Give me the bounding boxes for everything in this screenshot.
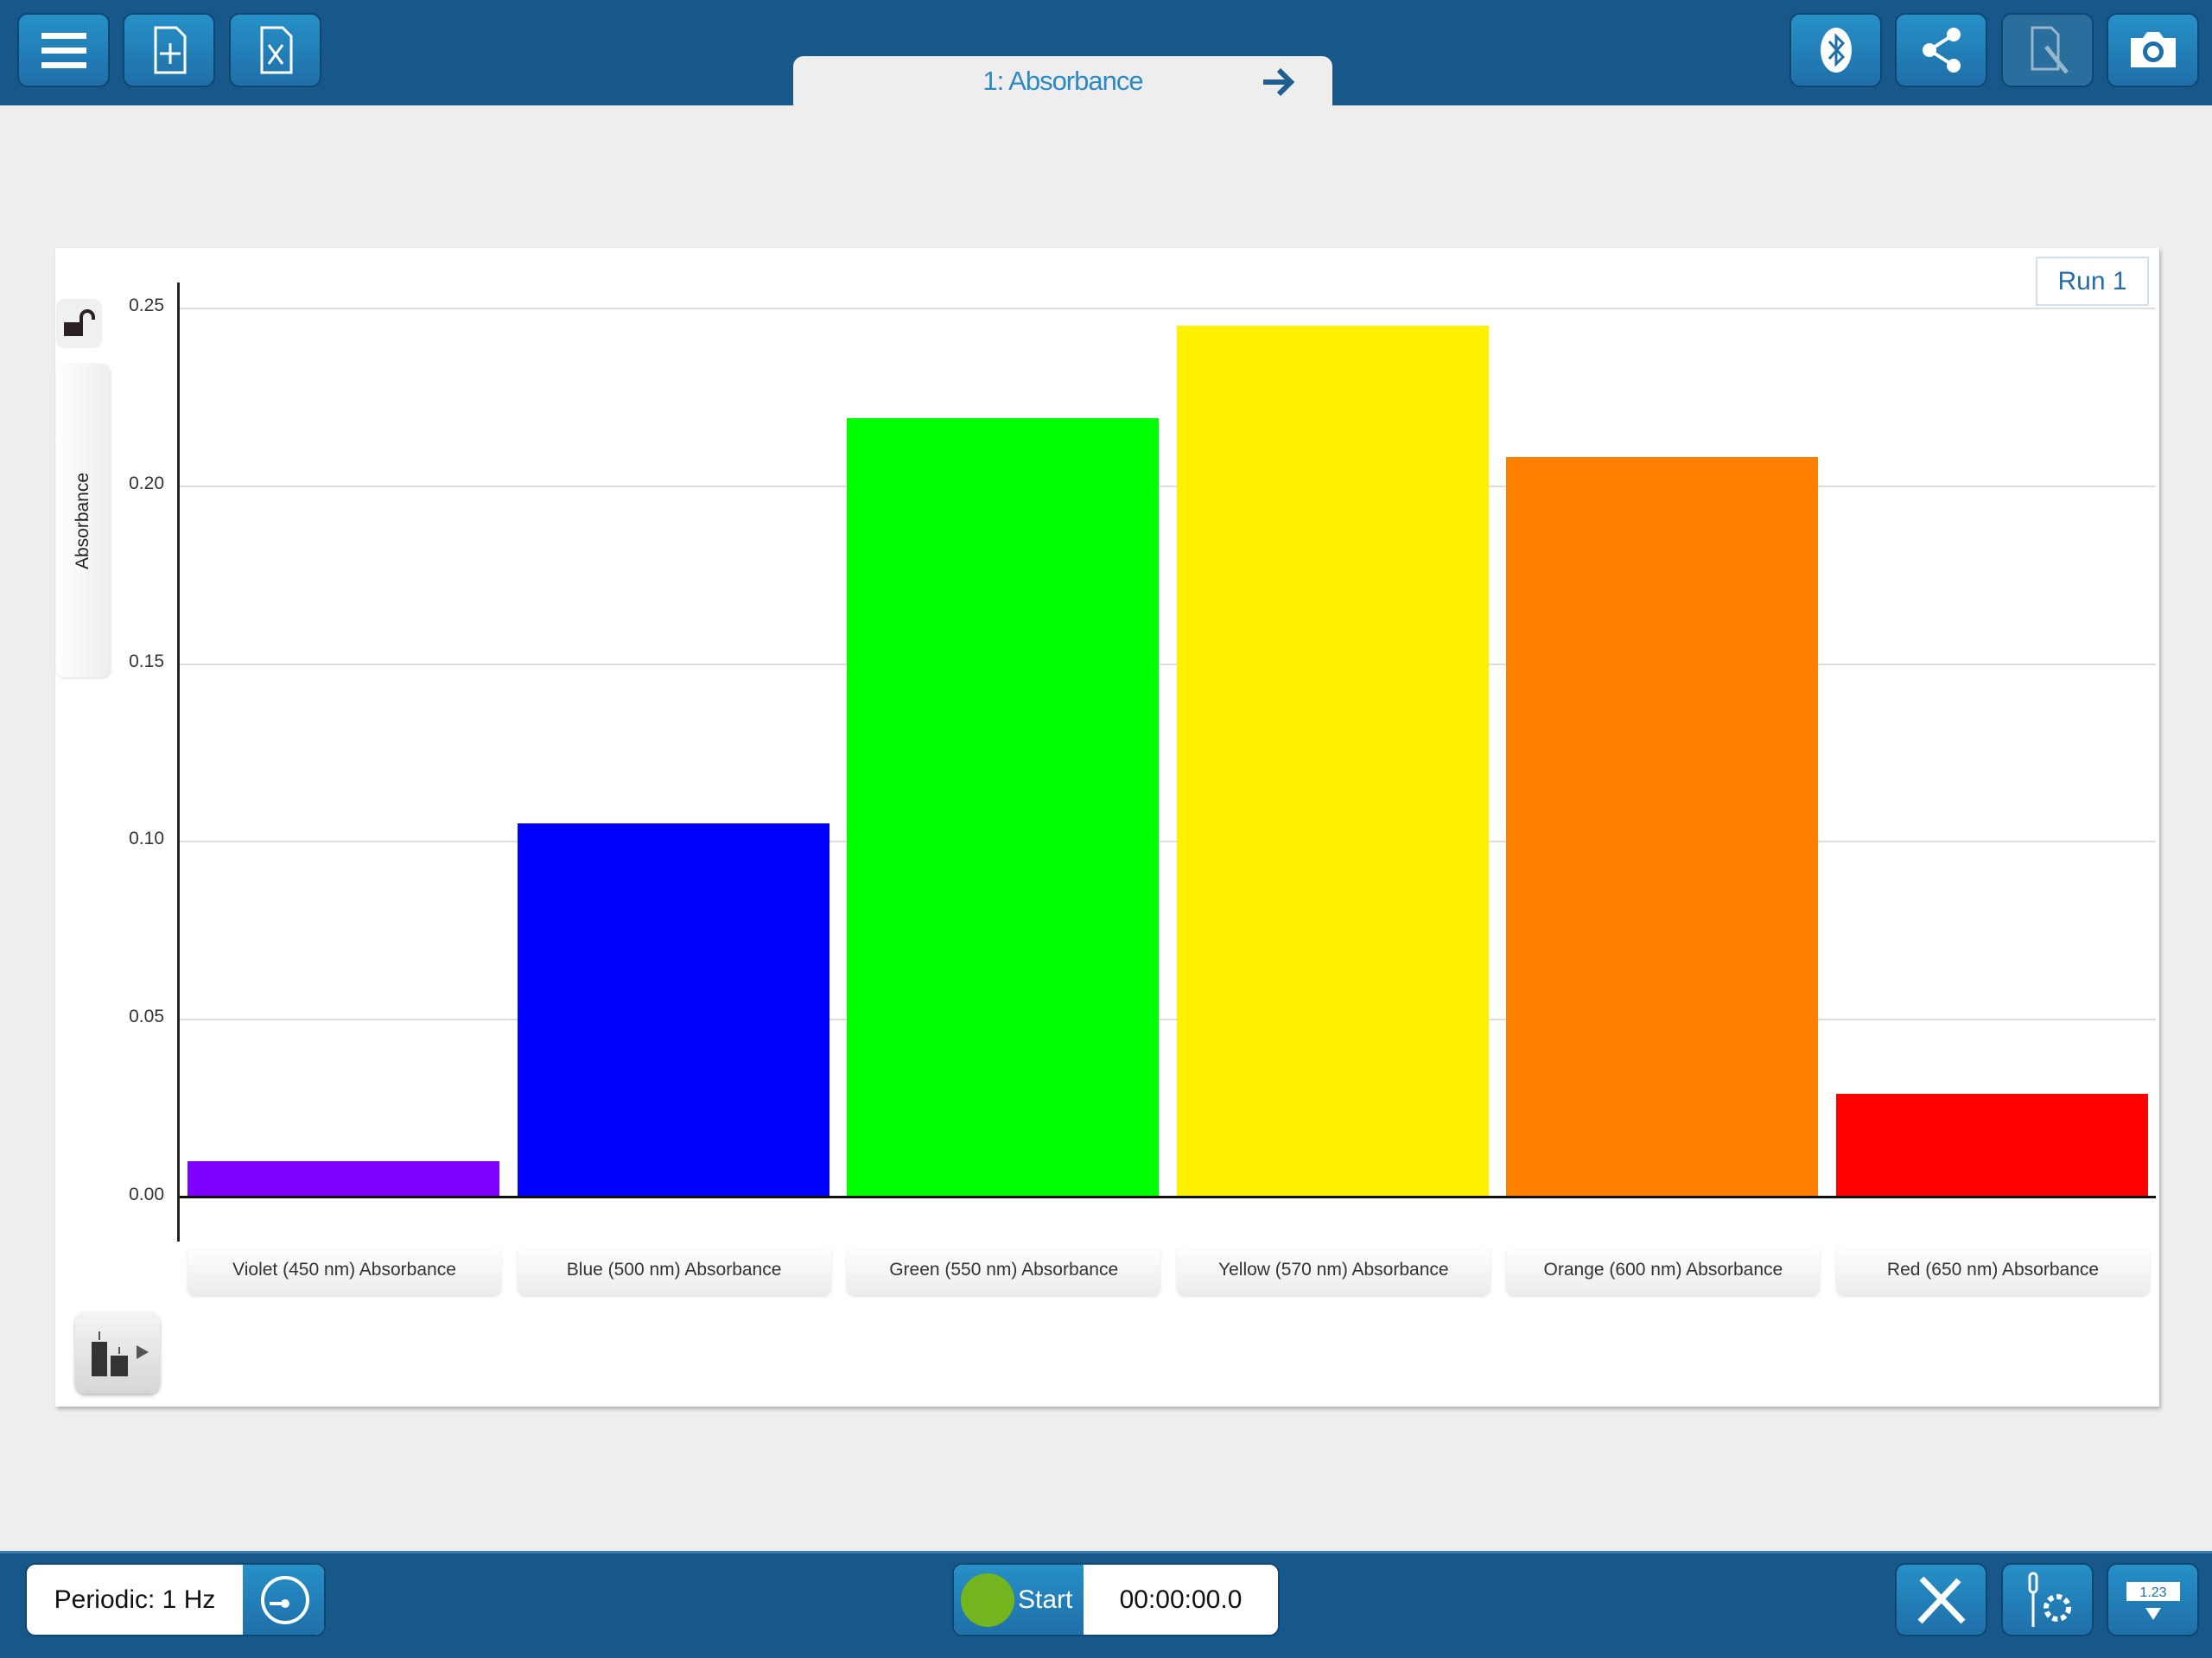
start-label: Start bbox=[1018, 1585, 1073, 1614]
bar[interactable] bbox=[517, 823, 830, 1197]
x-category-label[interactable]: Blue (500 nm) Absorbance bbox=[517, 1244, 831, 1295]
page-tab[interactable]: 1: Absorbance bbox=[793, 56, 1332, 105]
bar[interactable] bbox=[1176, 325, 1489, 1197]
meter-icon: 1.23 bbox=[2126, 1581, 2180, 1620]
start-button[interactable]: Start bbox=[954, 1565, 1084, 1635]
camera-icon bbox=[2130, 32, 2176, 67]
run-label[interactable]: Run 1 bbox=[2036, 257, 2149, 306]
meter-label: 1.23 bbox=[2139, 1585, 2166, 1600]
y-tick-label: 0.25 bbox=[129, 295, 164, 315]
meter-button[interactable]: 1.23 bbox=[2107, 1563, 2199, 1636]
gridline bbox=[178, 663, 2156, 665]
y-tick-label: 0.15 bbox=[129, 651, 164, 671]
bar[interactable] bbox=[847, 417, 1160, 1197]
arrow-right-icon[interactable] bbox=[1260, 65, 1298, 99]
sampling-mode-control[interactable]: Periodic: 1 Hz bbox=[25, 1563, 326, 1636]
annotate-button[interactable] bbox=[2001, 13, 2094, 87]
bluetooth-icon bbox=[1820, 28, 1852, 73]
annotate-icon bbox=[2031, 26, 2069, 74]
y-tick-label: 0.00 bbox=[129, 1185, 164, 1204]
gridline bbox=[178, 1019, 2156, 1021]
graph-tools-icon bbox=[92, 1331, 149, 1376]
camera-button[interactable] bbox=[2107, 13, 2199, 87]
sensor-settings-icon bbox=[2028, 1572, 2071, 1627]
share-button[interactable] bbox=[1895, 13, 1987, 87]
gridline bbox=[178, 308, 2156, 309]
start-indicator-icon bbox=[961, 1572, 1014, 1627]
menu-button[interactable] bbox=[17, 13, 110, 87]
sampling-settings-button[interactable] bbox=[243, 1565, 324, 1635]
y-tick-label: 0.10 bbox=[129, 829, 164, 849]
y-axis-label-button[interactable]: Absorbance bbox=[56, 364, 110, 677]
y-axis bbox=[177, 283, 180, 1242]
y-axis-label: Absorbance bbox=[73, 472, 93, 569]
gridline bbox=[178, 485, 2156, 487]
graph-tools-button[interactable] bbox=[75, 1312, 160, 1394]
x-category-label[interactable]: Red (650 nm) Absorbance bbox=[1836, 1244, 2150, 1295]
tab-label: 1: Absorbance bbox=[982, 65, 1143, 96]
sampling-mode-label[interactable]: Periodic: 1 Hz bbox=[54, 1585, 216, 1614]
share-icon bbox=[1922, 28, 1961, 73]
start-control: Start 00:00:00.0 bbox=[952, 1563, 1280, 1636]
gridline bbox=[178, 841, 2156, 843]
y-tick-label: 0.05 bbox=[129, 1007, 164, 1027]
unlock-icon bbox=[63, 308, 95, 336]
excel-file-icon bbox=[260, 26, 292, 74]
tools-button[interactable] bbox=[1895, 1563, 1987, 1636]
x-axis bbox=[178, 1196, 2156, 1198]
x-category-label[interactable]: Green (550 nm) Absorbance bbox=[847, 1244, 1161, 1295]
x-category-label[interactable]: Violet (450 nm) Absorbance bbox=[188, 1244, 501, 1295]
timer-display: 00:00:00.0 bbox=[1119, 1585, 1243, 1614]
export-excel-button[interactable] bbox=[229, 13, 321, 87]
menu-icon bbox=[41, 33, 86, 68]
bar[interactable] bbox=[1506, 456, 1819, 1197]
new-file-button[interactable] bbox=[123, 13, 215, 87]
axis-lock-button[interactable] bbox=[56, 299, 102, 348]
tools-icon bbox=[1916, 1576, 1966, 1623]
bluetooth-button[interactable] bbox=[1789, 13, 1882, 87]
timer-icon bbox=[261, 1575, 309, 1624]
x-category-label[interactable]: Yellow (570 nm) Absorbance bbox=[1176, 1244, 1491, 1295]
bar[interactable] bbox=[188, 1160, 499, 1197]
x-category-label[interactable]: Orange (600 nm) Absorbance bbox=[1506, 1244, 1821, 1295]
y-tick-label: 0.20 bbox=[129, 473, 164, 493]
new-file-icon bbox=[154, 26, 186, 74]
bar[interactable] bbox=[1836, 1093, 2148, 1197]
sensor-settings-button[interactable] bbox=[2001, 1563, 2094, 1636]
